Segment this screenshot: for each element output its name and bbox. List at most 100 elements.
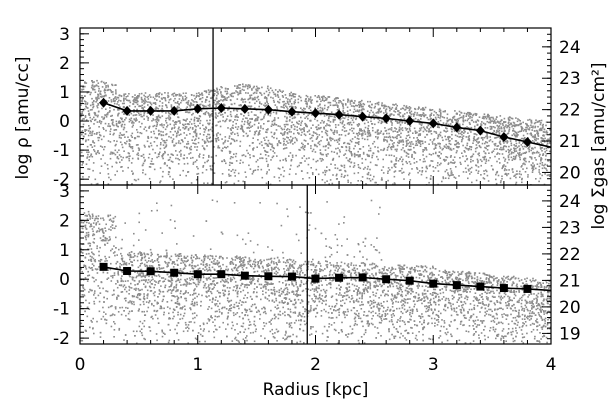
particle <box>88 91 91 93</box>
particle <box>293 102 296 105</box>
particle <box>353 102 356 104</box>
particle <box>395 157 398 159</box>
particle <box>534 121 537 124</box>
particle <box>172 93 174 95</box>
particle <box>475 144 478 146</box>
particle <box>282 137 285 140</box>
particle <box>208 93 210 96</box>
particle <box>125 117 127 119</box>
particle <box>177 100 179 103</box>
particle <box>516 146 519 149</box>
particle <box>545 133 548 136</box>
particle <box>204 113 207 116</box>
particle <box>260 298 262 301</box>
particle <box>167 94 169 97</box>
particle <box>439 114 442 116</box>
particle <box>444 177 447 179</box>
particle <box>200 103 202 106</box>
particle <box>88 159 90 161</box>
particle <box>360 106 363 108</box>
particle <box>95 101 97 103</box>
particle <box>288 120 291 122</box>
particle <box>404 122 406 124</box>
particle <box>463 150 466 152</box>
particle <box>99 134 101 136</box>
particle <box>167 159 170 161</box>
particle <box>225 147 227 149</box>
particle <box>116 125 119 128</box>
particle <box>264 105 266 108</box>
particle <box>292 271 295 273</box>
particle <box>370 120 372 123</box>
particle <box>451 162 454 164</box>
particle <box>469 117 471 119</box>
particle <box>492 132 494 134</box>
particle <box>191 128 194 130</box>
particle <box>188 147 191 149</box>
particle <box>194 146 196 148</box>
particle <box>200 97 202 100</box>
particle <box>195 138 197 140</box>
particle <box>281 132 283 135</box>
particle <box>325 153 328 156</box>
particle <box>438 122 440 125</box>
particle <box>413 157 415 160</box>
particle <box>449 156 452 158</box>
particle <box>187 100 190 102</box>
particle <box>303 113 305 115</box>
particle <box>377 158 379 161</box>
particle <box>170 105 173 108</box>
particle <box>342 104 344 106</box>
particle <box>202 157 205 159</box>
particle <box>448 118 450 121</box>
particle <box>513 158 516 161</box>
particle <box>368 178 371 180</box>
particle <box>368 114 370 116</box>
particle <box>302 178 304 180</box>
particle <box>102 239 104 241</box>
particle <box>236 87 238 89</box>
particle <box>393 155 395 157</box>
particle <box>136 109 138 111</box>
particle <box>93 85 96 88</box>
particle <box>85 82 88 84</box>
particle <box>264 96 267 98</box>
particle <box>91 134 93 136</box>
particle <box>485 117 488 120</box>
particle <box>282 175 285 178</box>
particle <box>152 102 155 104</box>
profile-point <box>452 122 462 133</box>
particle <box>85 234 88 237</box>
particle <box>536 132 538 135</box>
particle <box>123 113 125 115</box>
particle <box>358 148 361 150</box>
particle <box>364 126 367 129</box>
particle <box>527 128 529 131</box>
particle <box>472 142 474 144</box>
particle <box>499 127 501 130</box>
particle <box>182 123 184 126</box>
particle <box>254 324 257 327</box>
particle <box>519 170 521 173</box>
particle <box>494 137 496 139</box>
particle <box>104 91 106 94</box>
particle <box>161 93 163 96</box>
particle <box>387 105 389 108</box>
particle <box>88 112 91 115</box>
particle <box>363 103 366 106</box>
particle <box>135 99 137 101</box>
profile-point <box>334 109 344 120</box>
particle <box>277 94 279 97</box>
particle <box>389 109 391 112</box>
particle <box>186 260 188 262</box>
particle <box>85 105 87 108</box>
particle <box>81 133 83 136</box>
particle <box>425 149 428 151</box>
particle <box>543 131 546 133</box>
particle <box>409 136 411 139</box>
particle <box>440 112 442 115</box>
y-tick-label: 1 <box>59 83 70 103</box>
particle <box>392 136 395 139</box>
particle <box>473 138 476 141</box>
particle <box>410 145 412 148</box>
